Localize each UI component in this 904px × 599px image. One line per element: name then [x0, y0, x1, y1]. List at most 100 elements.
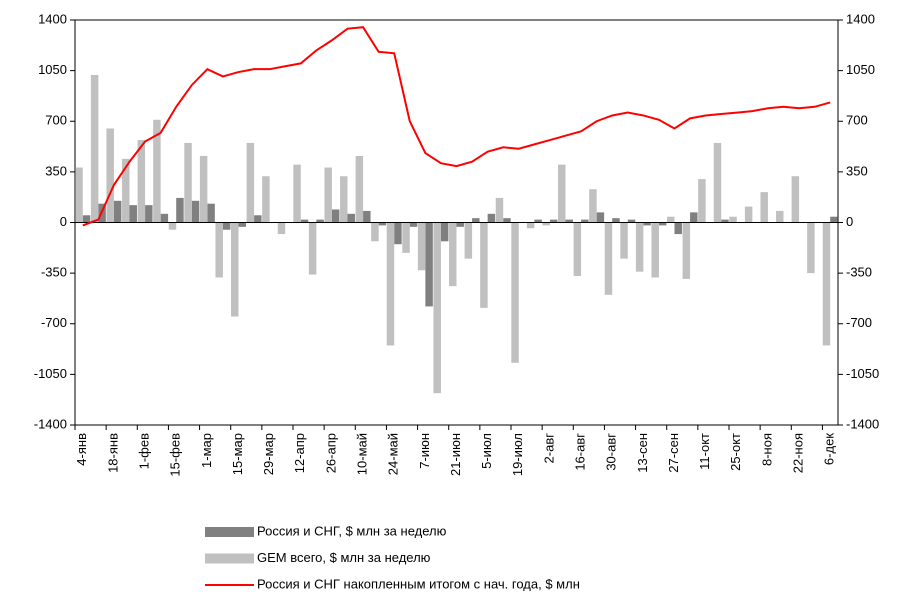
bar: [82, 215, 91, 223]
bar: [511, 222, 519, 363]
x-tick-label: 16-авг: [573, 433, 588, 471]
bar: [495, 197, 504, 223]
bar: [215, 222, 223, 278]
bar: [658, 222, 667, 226]
x-tick-label: 1-фев: [137, 433, 152, 469]
bar: [394, 222, 402, 245]
x-tick-label: 27-сен: [666, 433, 681, 473]
x-tick-label: 1-мар: [199, 433, 214, 468]
legend-label: Россия и СНГ, $ млн за неделю: [257, 523, 447, 538]
bar: [760, 192, 768, 223]
bar: [674, 222, 682, 235]
bar: [449, 222, 457, 287]
bar: [231, 222, 239, 317]
x-tick-label: 4-янв: [74, 433, 89, 466]
bar: [464, 222, 473, 259]
bar: [558, 164, 566, 223]
y-tick-label: -1050: [34, 366, 67, 381]
x-tick-label: 8-ноя: [759, 433, 774, 466]
bar: [75, 167, 83, 223]
bar: [262, 176, 270, 223]
legend-label: GEM всего, $ млн за неделю: [257, 550, 431, 565]
bar: [822, 222, 831, 346]
bar: [199, 155, 208, 223]
bar: [604, 222, 613, 295]
bar: [830, 216, 838, 223]
bar: [160, 213, 169, 223]
bar: [402, 222, 410, 253]
bar: [503, 218, 511, 223]
bar: [184, 142, 192, 223]
y-tick-label: 350: [45, 163, 67, 178]
bar: [596, 212, 605, 223]
y2-tick-label: -1050: [846, 366, 879, 381]
bar: [791, 176, 800, 223]
y2-tick-label: 1400: [846, 11, 875, 26]
bar: [744, 206, 753, 223]
bar: [417, 222, 426, 271]
bar: [300, 219, 309, 223]
bar: [425, 222, 433, 307]
bar: [721, 219, 729, 223]
x-tick-label: 19-июл: [510, 433, 525, 476]
bar: [254, 215, 262, 223]
bar: [331, 209, 340, 223]
bar: [534, 219, 542, 223]
bar: [222, 222, 231, 230]
x-tick-label: 21-июн: [448, 433, 463, 476]
x-tick-label: 18-янв: [105, 433, 120, 473]
y-tick-label: 700: [45, 113, 67, 128]
bar: [472, 218, 480, 223]
bar: [487, 213, 496, 223]
x-tick-label: 15-фев: [168, 433, 183, 477]
bar: [137, 140, 146, 223]
bar: [776, 210, 784, 223]
y-tick-label: -350: [41, 265, 67, 280]
x-tick-label: 26-апр: [323, 433, 338, 473]
bar: [324, 167, 332, 223]
bar: [682, 222, 691, 279]
y2-tick-label: 350: [846, 163, 868, 178]
bar: [293, 164, 301, 223]
bar: [238, 222, 246, 227]
bar: [277, 222, 286, 235]
bar: [168, 222, 177, 230]
bar: [612, 218, 620, 223]
legend-label: Россия и СНГ накопленным итогом с нач. г…: [257, 576, 580, 591]
y2-tick-label: -1400: [846, 416, 879, 431]
line: [82, 26, 831, 227]
bar: [456, 222, 464, 227]
bar: [378, 222, 387, 226]
y-tick-label: 1400: [38, 11, 67, 26]
x-tick-label: 12-апр: [292, 433, 307, 473]
x-tick-label: 25-окт: [728, 433, 743, 471]
bar: [90, 74, 99, 223]
bar: [371, 222, 379, 242]
bar: [176, 197, 184, 223]
bar: [106, 128, 114, 223]
legend-swatch: [205, 553, 254, 564]
bar: [643, 222, 651, 226]
x-tick-label: 11-окт: [697, 433, 712, 470]
bar: [440, 222, 449, 242]
y2-tick-label: -350: [846, 265, 872, 280]
x-tick-label: 5-июл: [479, 433, 494, 469]
bar: [627, 219, 636, 223]
bar: [542, 222, 550, 226]
y-tick-label: -700: [41, 315, 67, 330]
bar: [207, 203, 215, 223]
bar: [620, 222, 628, 259]
y-tick-label: 0: [60, 214, 67, 229]
bar: [480, 222, 488, 308]
bar: [363, 210, 371, 223]
bar: [347, 213, 355, 223]
bar: [129, 205, 137, 223]
bar: [122, 158, 130, 223]
x-tick-label: 7-июн: [417, 433, 432, 469]
bar: [573, 222, 582, 277]
bar: [386, 222, 395, 346]
x-tick-label: 15-мар: [230, 433, 245, 475]
x-tick-label: 30-авг: [604, 433, 619, 471]
bar: [713, 142, 722, 223]
bar: [113, 200, 122, 223]
